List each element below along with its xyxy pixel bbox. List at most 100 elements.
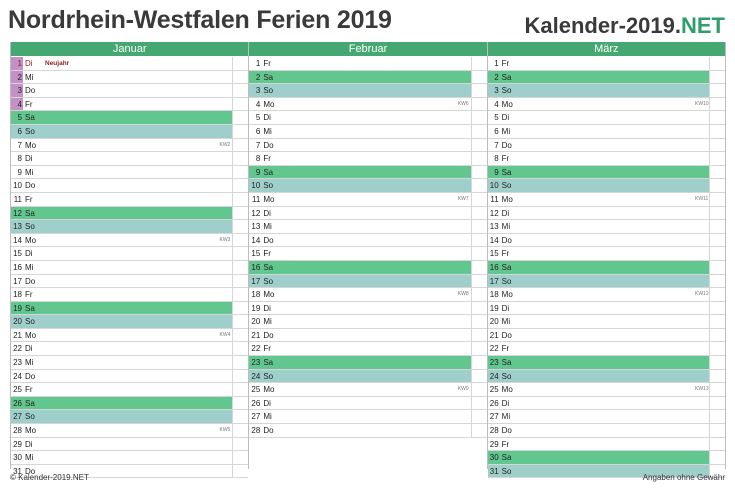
week-number: KW12 xyxy=(694,291,709,298)
weekday-label: Mi xyxy=(25,167,34,177)
day-number: 27 xyxy=(13,412,22,422)
day-number: 24 xyxy=(13,371,22,381)
note-cell xyxy=(470,342,487,356)
week-number: KW4 xyxy=(219,331,231,338)
week-number: KW5 xyxy=(219,427,231,434)
weekday-label: Fr xyxy=(501,344,510,354)
week-number xyxy=(695,302,709,315)
day-number: 31 xyxy=(13,466,22,476)
weekday-label: Do xyxy=(501,330,512,340)
week-number xyxy=(218,410,232,423)
day-row: 4 Fr xyxy=(11,97,249,112)
week-number xyxy=(695,84,709,97)
note-cell xyxy=(708,260,725,274)
day-row: 4 Mo KW10 xyxy=(487,97,725,112)
weekday-label: Sa xyxy=(25,208,35,218)
day-row: 27 So xyxy=(11,410,249,425)
weekday-label: Mo xyxy=(263,385,275,395)
day-number: 1 xyxy=(11,57,23,70)
week-number: KW8 xyxy=(457,291,469,298)
holiday-note xyxy=(43,410,218,423)
weekday-label: Fr xyxy=(263,59,271,68)
note-cell xyxy=(232,328,248,342)
holiday-note xyxy=(281,356,456,369)
week-number xyxy=(218,71,232,84)
note-cell xyxy=(232,369,248,383)
weekday-label: Do xyxy=(25,466,36,476)
day-number: 11 xyxy=(13,194,22,204)
weekday-label: Mi xyxy=(25,262,34,272)
day-row: 12 Di xyxy=(249,206,487,221)
week-number xyxy=(218,247,232,260)
week-number xyxy=(695,438,709,451)
week-number xyxy=(457,356,471,369)
day-number: 11 xyxy=(490,194,499,204)
week-number xyxy=(457,166,471,179)
month-header: März xyxy=(487,42,725,57)
weekday-label: Do xyxy=(501,426,512,436)
day-row: 21 Mo KW4 xyxy=(11,328,249,343)
day-row: 10 So xyxy=(249,179,487,193)
brand-logo: Kalender-2019.NET xyxy=(524,13,725,39)
week-number xyxy=(218,465,232,478)
day-number: 11 xyxy=(252,194,261,204)
week-number: KW13 xyxy=(694,386,709,393)
note-cell xyxy=(470,274,487,288)
holiday-note xyxy=(520,84,695,97)
note-cell xyxy=(232,437,248,451)
week-number xyxy=(457,57,471,70)
day-row: 5 Di xyxy=(249,111,487,125)
note-cell xyxy=(470,410,487,424)
holiday-note xyxy=(43,84,218,97)
weekday-label: Di xyxy=(25,344,33,354)
week-number xyxy=(695,410,709,423)
week-number xyxy=(218,438,232,451)
holiday-note xyxy=(520,383,695,396)
note-cell xyxy=(470,57,487,70)
day-number: 22 xyxy=(489,344,499,354)
weekday-label: Mi xyxy=(263,317,272,327)
day-row: 6 Mi xyxy=(249,124,487,139)
holiday-note xyxy=(43,71,218,84)
weekday-label: Mi xyxy=(501,126,511,136)
day-number: 5 xyxy=(494,113,499,123)
day-number: 1 xyxy=(255,59,261,68)
day-row: 15 Di xyxy=(11,247,249,261)
weekday-label: Mo xyxy=(25,235,37,245)
holiday-note xyxy=(520,234,695,247)
day-number: 26 xyxy=(489,398,499,408)
week-number xyxy=(695,342,709,355)
note-cell xyxy=(470,315,487,328)
month-header: Januar xyxy=(11,42,249,57)
day-row: 10 So xyxy=(487,179,725,193)
week-number: KW2 xyxy=(219,141,231,148)
weekday-label: Fr xyxy=(25,290,33,300)
weekday-label: Mo xyxy=(263,194,275,204)
holiday-note xyxy=(520,71,695,84)
week-number xyxy=(695,275,709,288)
note-cell xyxy=(232,342,248,356)
note-cell xyxy=(470,70,487,84)
note-cell xyxy=(232,464,248,478)
day-number: 25 xyxy=(251,385,261,395)
weekday-label: Mo xyxy=(501,385,513,395)
day-number: 26 xyxy=(251,398,261,408)
holiday-note xyxy=(281,410,456,423)
day-row: 16 Sa xyxy=(487,260,725,275)
day-row: 3 So xyxy=(487,84,725,98)
weekday-label: Fr xyxy=(25,99,33,109)
weekday-label: Sa xyxy=(25,303,35,313)
note-cell xyxy=(708,220,725,233)
week-number xyxy=(218,302,232,315)
day-row: 4 Mo KW6 xyxy=(249,97,487,112)
week-number xyxy=(218,193,232,206)
page-title: Nordrhein-Westfalen Ferien 2019 xyxy=(8,6,392,34)
day-number: 29 xyxy=(13,439,22,449)
holiday-note xyxy=(281,98,456,111)
holiday-note xyxy=(43,315,218,328)
day-number: 22 xyxy=(251,344,261,354)
note-cell xyxy=(470,301,487,315)
day-row: 24 So xyxy=(487,369,725,384)
weekday-label: Fr xyxy=(263,249,271,259)
week-number xyxy=(457,179,471,192)
